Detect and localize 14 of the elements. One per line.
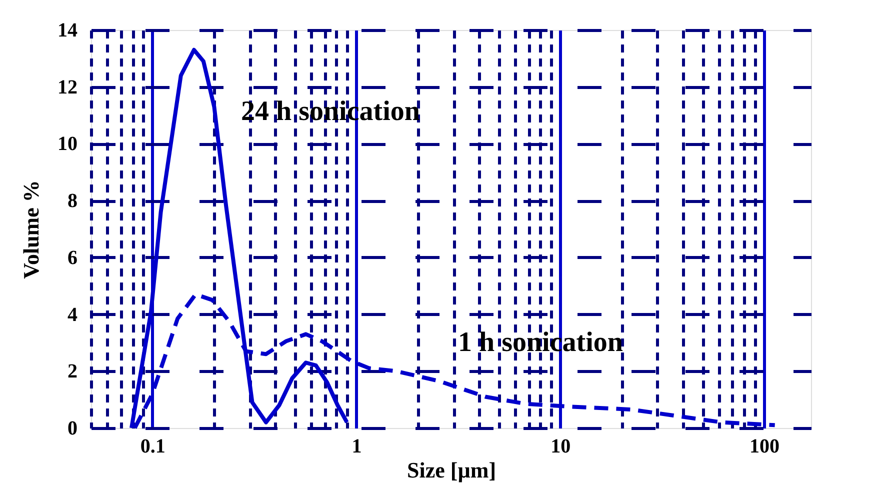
y-tick-label: 0 [68, 418, 78, 440]
y-tick-label: 2 [68, 360, 78, 383]
y-tick-label: 12 [58, 76, 78, 98]
y-axis-title: Volume % [18, 180, 44, 279]
y-tick-label: 6 [68, 246, 78, 269]
x-tick-label: 0.1 [140, 436, 166, 458]
x-axis-title: Size [µm] [406, 458, 496, 482]
y-tick-label: 4 [68, 304, 78, 326]
x-tick-label: 10 [550, 436, 571, 458]
y-tick-label: 8 [68, 190, 78, 212]
y-tick-label: 14 [58, 20, 78, 42]
x-tick-label: 1 [352, 436, 362, 458]
x-tick-label: 100 [750, 436, 780, 458]
y-tick-label: 10 [58, 133, 78, 156]
